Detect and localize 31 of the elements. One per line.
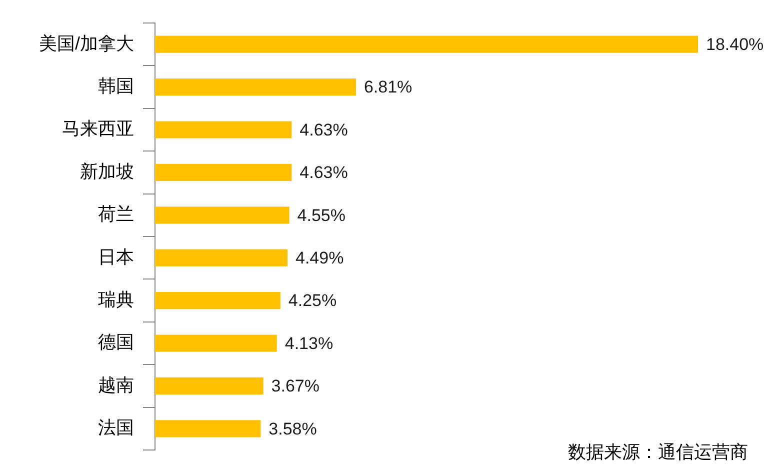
- data-label: 4.63%: [300, 163, 348, 182]
- y-tick-label: 新加坡: [80, 161, 134, 182]
- bar: [155, 121, 292, 138]
- bar: [155, 334, 277, 352]
- y-tick-label: 美国/加拿大: [38, 33, 134, 54]
- y-tick-label: 荷兰: [98, 204, 134, 224]
- y-tick-label: 德国: [98, 332, 134, 352]
- y-tick-label: 越南: [98, 374, 134, 395]
- y-tick-label: 瑞典: [98, 290, 134, 310]
- bar: [155, 78, 356, 96]
- bar: [155, 292, 280, 310]
- bar: [155, 164, 292, 181]
- data-label: 4.49%: [296, 248, 344, 268]
- bar: [155, 36, 698, 53]
- annotation: 数据来源：通信运营商: [568, 441, 748, 463]
- data-label: 18.40%: [706, 35, 764, 54]
- bar: [155, 420, 261, 438]
- data-label: 3.67%: [271, 376, 320, 396]
- y-tick-label: 韩国: [98, 76, 134, 96]
- y-tick-label: 日本: [98, 246, 134, 267]
- y-tick-label: 法国: [98, 418, 134, 438]
- bar: [155, 249, 288, 266]
- data-label: 6.81%: [364, 78, 412, 97]
- data-label: 4.13%: [284, 334, 334, 353]
- data-label: 4.25%: [288, 291, 337, 310]
- y-tick-label: 马来西亚: [62, 118, 134, 139]
- bar: [155, 377, 264, 394]
- data-label: 4.63%: [300, 120, 348, 140]
- data-label: 3.58%: [268, 419, 317, 438]
- data-label: 4.55%: [297, 206, 346, 225]
- bar: [155, 206, 290, 224]
